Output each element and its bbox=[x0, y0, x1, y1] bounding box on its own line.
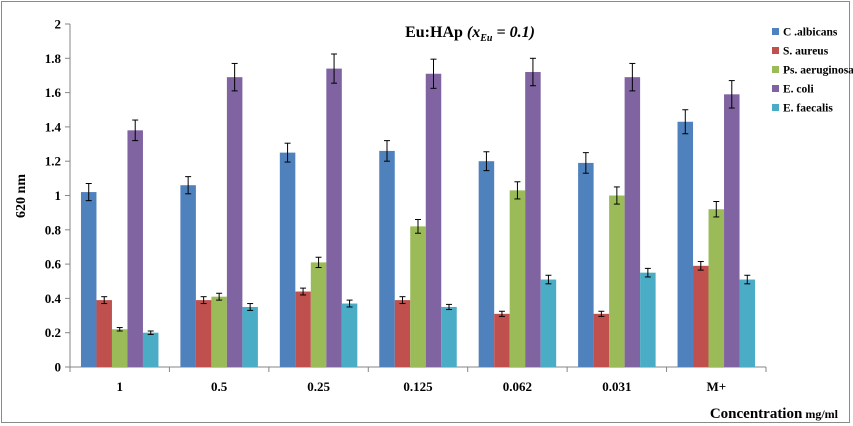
x-tick-label: 0.031 bbox=[602, 379, 631, 394]
y-tick-label: 1.2 bbox=[45, 154, 61, 169]
bar bbox=[127, 130, 143, 367]
bar bbox=[242, 306, 258, 367]
y-tick-label: 1 bbox=[55, 188, 62, 203]
bar bbox=[739, 279, 756, 367]
y-tick-label: 0.4 bbox=[45, 291, 62, 306]
title-variable: x bbox=[471, 24, 480, 41]
bar bbox=[593, 313, 610, 367]
bar bbox=[96, 300, 112, 367]
x-axis-label: Concentration mg/ml bbox=[710, 406, 839, 422]
chart-title: Eu:HAp (xEu = 0.1) bbox=[405, 24, 535, 44]
legend-label: E. faecalis bbox=[783, 103, 833, 115]
y-tick-label: 0.8 bbox=[45, 222, 62, 237]
x-axis-unit: mg/ml bbox=[805, 407, 838, 421]
bar bbox=[295, 291, 311, 367]
bar bbox=[410, 226, 426, 367]
x-tick-label: 0.25 bbox=[307, 379, 330, 394]
y-tick-label: 1.8 bbox=[45, 51, 62, 66]
x-tick-label: 0.062 bbox=[503, 379, 532, 394]
x-tick-label: 0.5 bbox=[211, 379, 228, 394]
y-tick-label: 1.6 bbox=[45, 85, 62, 100]
bar bbox=[693, 265, 709, 367]
legend-swatch bbox=[772, 104, 779, 111]
bar bbox=[111, 329, 128, 367]
bar bbox=[640, 272, 656, 367]
y-tick-label: 0.2 bbox=[45, 325, 61, 340]
bar bbox=[724, 94, 740, 367]
title-tail: = 0.1) bbox=[492, 24, 534, 41]
x-tick-label: 1 bbox=[116, 379, 123, 394]
bar bbox=[379, 150, 395, 367]
bar bbox=[226, 77, 243, 367]
legend-label: C .albicans bbox=[783, 27, 838, 39]
x-tick-label: M+ bbox=[706, 379, 726, 394]
bar bbox=[708, 209, 725, 367]
bar bbox=[525, 72, 541, 368]
bar bbox=[677, 121, 694, 367]
legend-label: E. coli bbox=[783, 84, 814, 96]
bar bbox=[441, 306, 457, 367]
bars-layer bbox=[80, 53, 756, 368]
bar bbox=[142, 332, 159, 367]
bar bbox=[509, 190, 526, 367]
y-tick-label: 0.6 bbox=[45, 257, 62, 272]
bar bbox=[494, 313, 510, 367]
y-axis-label: 620 nm bbox=[14, 174, 29, 218]
bar bbox=[578, 162, 594, 367]
legend-swatch bbox=[772, 85, 779, 92]
legend-swatch bbox=[772, 28, 779, 35]
legend-label: Ps. aeruginosa bbox=[783, 65, 853, 77]
legend-swatch bbox=[772, 47, 779, 54]
bar bbox=[80, 192, 97, 367]
bar bbox=[425, 73, 442, 368]
bar bbox=[341, 303, 358, 367]
legend-swatch bbox=[772, 66, 779, 73]
bar bbox=[180, 185, 196, 367]
title-paren: ( bbox=[467, 24, 474, 41]
x-tick-label: 0.125 bbox=[403, 379, 433, 394]
bar bbox=[478, 161, 495, 367]
bar bbox=[211, 296, 227, 367]
bar bbox=[279, 152, 296, 367]
bar bbox=[326, 68, 342, 367]
bar bbox=[540, 279, 557, 367]
legend: C .albicans S. aureus Ps. aeruginosa E. col… bbox=[772, 27, 853, 115]
y-tick-label: 0 bbox=[55, 360, 62, 375]
y-tick-label: 1.4 bbox=[45, 119, 62, 134]
title-subscript: Eu bbox=[479, 33, 493, 44]
bar bbox=[195, 300, 212, 367]
bar bbox=[609, 195, 625, 367]
bar bbox=[310, 262, 327, 367]
y-tick-label: 2 bbox=[55, 17, 62, 32]
bar bbox=[624, 77, 641, 367]
tick-labels: 0 0.2 0.4 0.6 0.8 1 1.2 1.4 1.6 1.8 2 1 0.5 0.25 0.125… bbox=[45, 17, 726, 395]
bar bbox=[394, 300, 411, 367]
legend-label: S. aureus bbox=[783, 46, 829, 58]
